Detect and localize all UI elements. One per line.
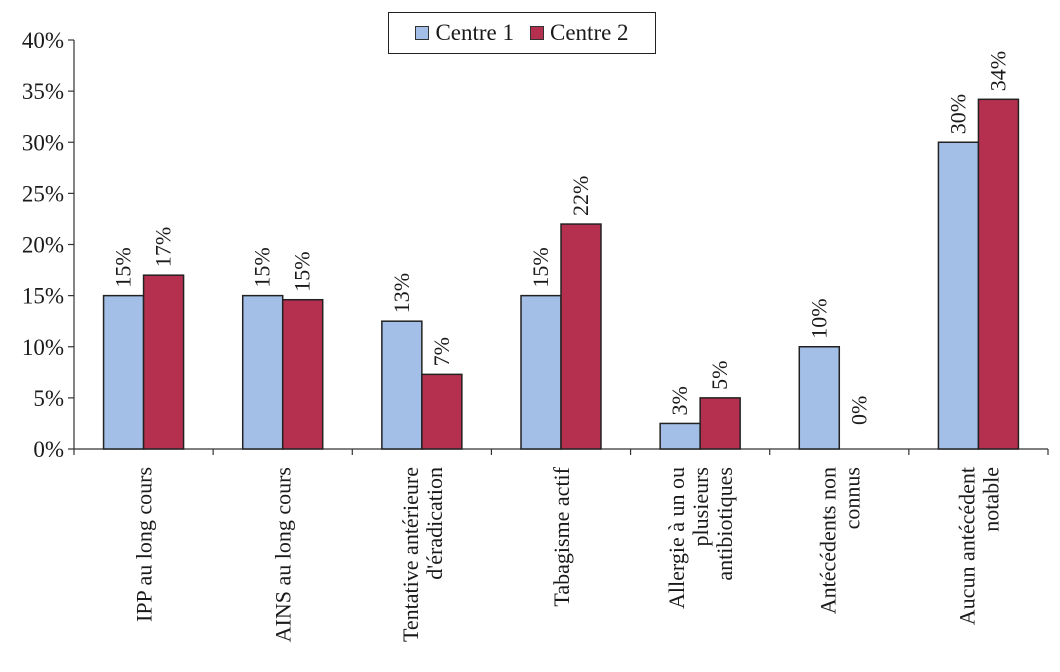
y-tick-label: 40% bbox=[22, 28, 64, 53]
y-tick-label: 15% bbox=[22, 284, 64, 309]
category-label: Tabagisme actif bbox=[549, 466, 574, 606]
legend-label-centre-1: Centre 1 bbox=[435, 20, 514, 45]
legend-item-centre-2: Centre 2 bbox=[530, 20, 629, 46]
y-tick-label: 30% bbox=[22, 130, 64, 155]
bar-centre-2 bbox=[281, 298, 324, 450]
bar-centre-1 bbox=[937, 141, 980, 450]
data-label: 15% bbox=[250, 247, 275, 287]
category-label: Antécédents non bbox=[815, 467, 840, 614]
data-label: 15% bbox=[111, 247, 136, 287]
category-label: d'éradication bbox=[422, 467, 447, 580]
legend-swatch-centre-2 bbox=[530, 26, 544, 40]
bar-centre-1 bbox=[659, 422, 701, 450]
bar-centre-1 bbox=[102, 294, 145, 450]
bar-centre-2 bbox=[421, 373, 463, 450]
data-label: 13% bbox=[389, 273, 414, 313]
bar-centre-1 bbox=[381, 320, 423, 450]
bar-centre-2 bbox=[142, 274, 185, 450]
data-label: 7% bbox=[429, 337, 454, 366]
y-tick-label: 35% bbox=[22, 79, 64, 104]
data-label: 17% bbox=[151, 227, 176, 267]
legend-item-centre-1: Centre 1 bbox=[415, 20, 514, 46]
bar-centre-2 bbox=[977, 98, 1020, 450]
category-label: connus bbox=[839, 467, 864, 529]
category-label: IPP au long cours bbox=[132, 467, 157, 622]
data-label: 5% bbox=[707, 361, 732, 390]
category-label: notable bbox=[978, 467, 1003, 532]
legend-label-centre-2: Centre 2 bbox=[550, 20, 629, 45]
y-tick-label: 20% bbox=[22, 233, 64, 258]
y-tick-label: 5% bbox=[33, 386, 64, 411]
legend-swatch-centre-1 bbox=[415, 26, 430, 40]
data-label: 15% bbox=[528, 247, 553, 287]
category-label: antibiotiques bbox=[712, 467, 737, 581]
bar-centre-1 bbox=[520, 294, 562, 450]
data-label: 15% bbox=[290, 251, 315, 291]
y-tick-label: 25% bbox=[22, 181, 64, 206]
bar-centre-1 bbox=[798, 346, 841, 450]
data-label: 34% bbox=[985, 51, 1010, 91]
category-label: AINS au long cours bbox=[271, 467, 296, 642]
category-label: Allergie à un ou bbox=[664, 467, 689, 609]
bar-centre-2 bbox=[560, 223, 602, 450]
y-tick-label: 0% bbox=[33, 437, 64, 462]
data-label: 0% bbox=[846, 396, 871, 425]
y-tick-label: 10% bbox=[22, 335, 64, 360]
bar-centre-1 bbox=[241, 294, 284, 450]
data-label: 22% bbox=[568, 176, 593, 216]
category-label: Aucun antécédent bbox=[954, 467, 979, 625]
chart-legend: Centre 1 Centre 2 bbox=[388, 12, 656, 54]
data-label: 10% bbox=[806, 298, 831, 338]
data-label: 30% bbox=[945, 94, 970, 134]
data-label: 3% bbox=[667, 386, 692, 415]
category-label: plusieurs bbox=[688, 467, 713, 546]
category-label: Tentative antérieure bbox=[398, 467, 423, 642]
bar-centre-2 bbox=[699, 397, 741, 450]
